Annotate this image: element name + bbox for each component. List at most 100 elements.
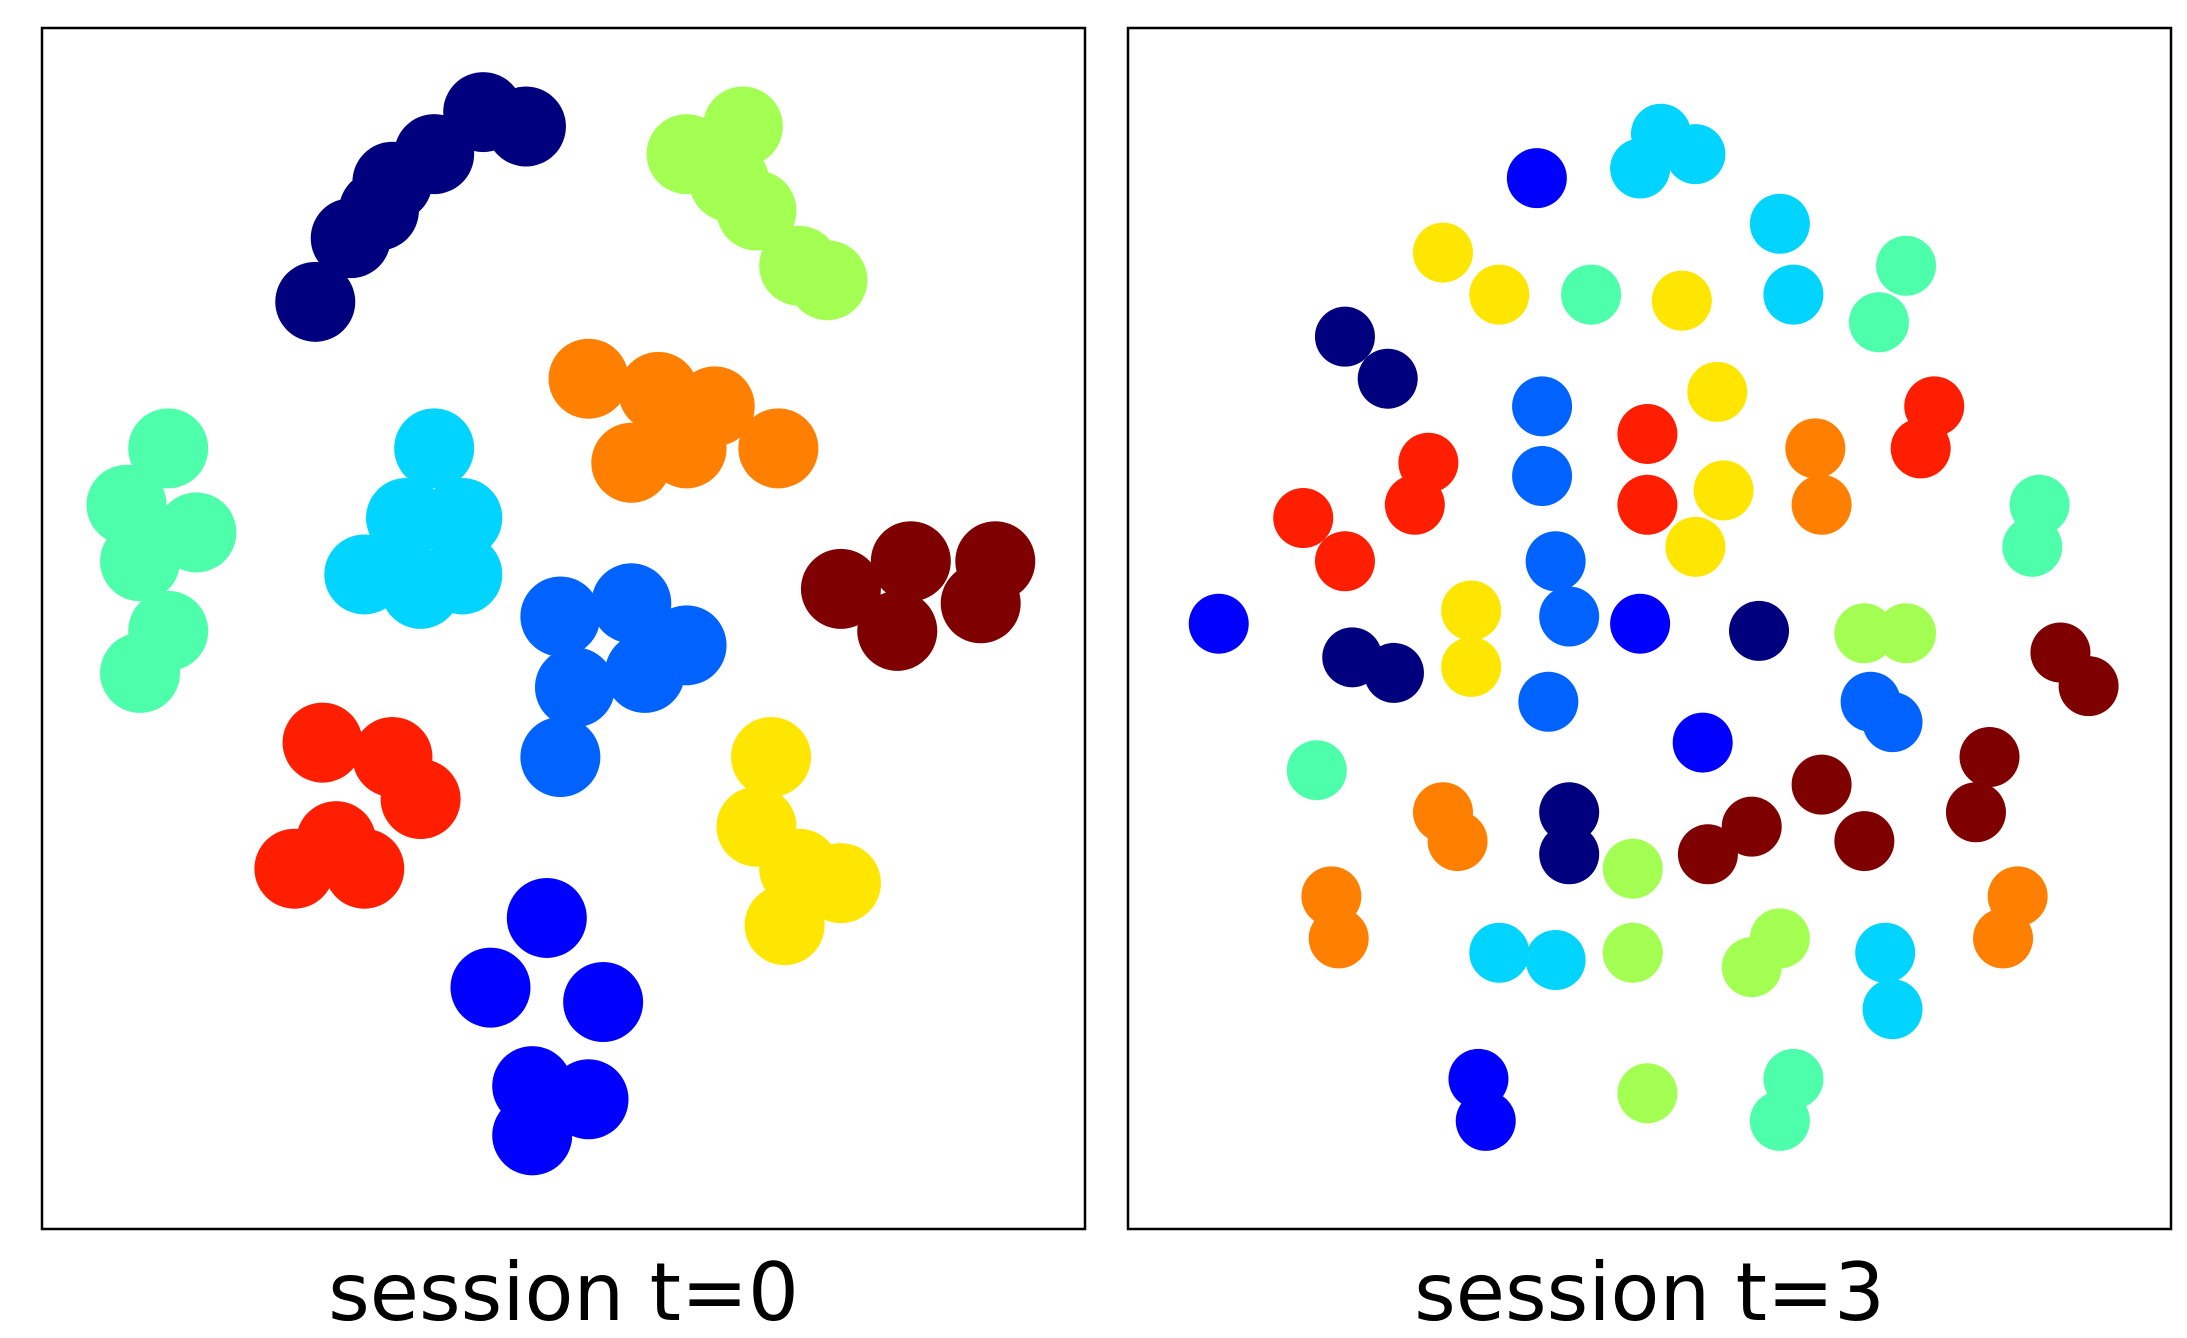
point (520, 717, 601, 798)
point (1855, 922, 1916, 983)
point (275, 261, 356, 342)
point (534, 647, 615, 728)
point (520, 576, 601, 657)
point (1617, 474, 1678, 535)
point (1876, 235, 1937, 296)
point (604, 632, 685, 713)
point (1834, 811, 1895, 872)
point (1610, 593, 1671, 654)
point (1441, 636, 1502, 697)
point (857, 590, 938, 671)
point (1441, 580, 1502, 641)
point (1518, 671, 1579, 732)
x-axis-label: session t=0 (328, 1246, 799, 1338)
point (128, 408, 209, 489)
point (591, 563, 672, 644)
point (1890, 418, 1951, 479)
point (450, 947, 531, 1028)
point (338, 170, 419, 251)
point (1617, 403, 1678, 464)
point (1188, 593, 1249, 654)
point (1651, 270, 1712, 331)
point (1959, 727, 2020, 788)
point (1314, 531, 1375, 592)
point (100, 632, 181, 713)
point (1512, 445, 1573, 506)
point (548, 338, 629, 419)
point (1749, 1090, 1810, 1151)
plot-frame (40, 26, 1087, 1231)
point (1469, 264, 1530, 325)
point (1763, 264, 1824, 325)
point (738, 408, 819, 489)
point (1791, 474, 1852, 535)
panel: session t=0 (40, 26, 1087, 1338)
point (506, 877, 587, 958)
point (1539, 824, 1600, 885)
point (1876, 603, 1937, 664)
point (1539, 586, 1600, 647)
plot-frame (1126, 26, 2173, 1231)
point (1749, 193, 1810, 254)
point (1834, 603, 1895, 664)
point (1677, 824, 1738, 885)
point (86, 464, 167, 545)
point (731, 717, 812, 798)
point (870, 521, 951, 602)
panel: session t=3 (1126, 26, 2173, 1338)
point (1687, 361, 1748, 422)
point (2058, 656, 2119, 717)
point (1848, 292, 1909, 353)
point (1665, 516, 1726, 577)
point (324, 828, 405, 909)
point (1363, 642, 1424, 703)
point (1512, 376, 1573, 437)
point (1506, 148, 1567, 209)
point (422, 534, 503, 615)
point (563, 962, 644, 1043)
point (1561, 264, 1622, 325)
point (1455, 1090, 1516, 1151)
point (1973, 908, 2034, 969)
point (1314, 306, 1375, 367)
point (422, 478, 503, 559)
point (366, 478, 447, 559)
point (1945, 782, 2006, 843)
point (689, 141, 770, 222)
point (1602, 838, 1663, 899)
point (1286, 740, 1347, 801)
point (1610, 138, 1671, 199)
point (1672, 712, 1733, 773)
point (1785, 418, 1846, 479)
point (1525, 531, 1586, 592)
point (1412, 222, 1473, 283)
point (1617, 1063, 1678, 1124)
point (787, 240, 868, 321)
point (1525, 929, 1586, 990)
point (1469, 922, 1530, 983)
point (800, 843, 881, 924)
point (1602, 922, 1663, 983)
point (1721, 796, 1782, 857)
point (254, 828, 335, 909)
point (744, 885, 825, 966)
point (1308, 908, 1369, 969)
point (492, 1095, 573, 1176)
point (1427, 811, 1488, 872)
point (940, 563, 1021, 644)
point (800, 548, 881, 629)
point (380, 759, 461, 840)
point (2002, 516, 2063, 577)
point (394, 408, 475, 489)
point (1665, 124, 1726, 185)
point (1693, 460, 1754, 521)
point (1384, 474, 1445, 535)
point (1862, 979, 1923, 1040)
point (485, 86, 566, 167)
point (1729, 600, 1790, 661)
point (282, 702, 363, 783)
x-axis-label: session t=3 (1414, 1246, 1885, 1338)
point (1862, 692, 1923, 753)
point (1357, 348, 1418, 409)
